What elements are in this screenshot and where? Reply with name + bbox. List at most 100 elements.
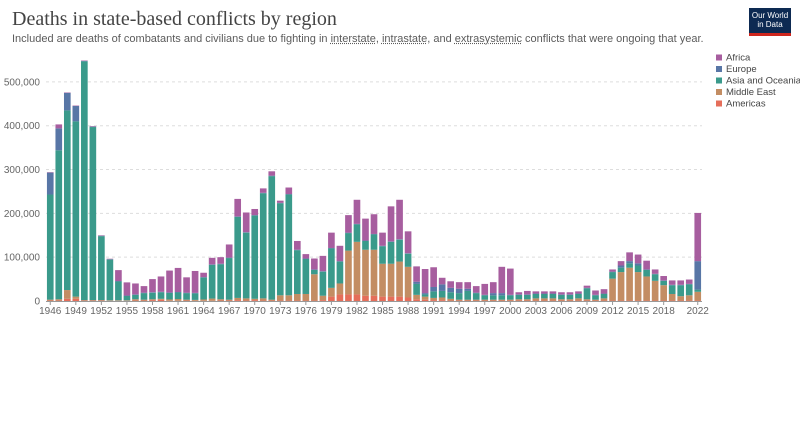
subtitle-text-3: , and [427,33,455,45]
bar-segment [660,280,667,286]
bar-segment [353,224,361,242]
bar-segment [472,299,480,301]
bar-segment [200,272,207,278]
bar-segment [566,292,574,295]
bar-segment [481,299,489,301]
bar-segment [362,249,369,296]
bar-segment [276,203,284,296]
bar-segment [413,281,420,284]
bar-segment [685,295,693,301]
x-tick-label: 2009 [576,306,599,317]
bar-segment [72,106,80,122]
bar-segment [183,277,190,293]
bar-segment [626,252,633,262]
bar-segment [285,194,293,296]
x-tick-label: 1961 [167,306,190,317]
bar-segment [677,285,685,297]
bar-segment [694,291,702,301]
bar-segment [234,216,242,298]
bar-segment [183,299,190,301]
interstate-link[interactable]: interstate [330,33,376,45]
bar-segment [583,288,591,300]
x-tick-label: 1958 [141,306,164,317]
bar-segment [259,193,267,299]
bar-segment [404,231,412,254]
bar-segment [617,267,625,273]
bar-segment [225,244,233,258]
chart-subtitle: Included are deaths of combatants and ci… [12,33,712,45]
subtitle-text-4: conflicts that were ongoing that year. [522,33,704,45]
bar-segment [328,232,335,248]
bar-segment [668,285,676,294]
legend-label: Middle East [726,87,776,98]
bar-segment [362,240,369,250]
bar-segment [276,295,284,301]
bar-segment [532,298,540,301]
bar-segment [362,218,369,241]
bar-segment [421,299,429,301]
bar-segment [455,293,463,300]
bar-segment [626,261,633,264]
bar-segment [294,250,301,294]
bar-segment [430,286,437,292]
bar-segment [379,246,386,264]
bar-segment [651,274,659,281]
bar-segment [566,294,574,300]
owid-logo[interactable]: Our World in Data [749,8,791,36]
chart-title: Deaths in state-based conflicts by regio… [12,8,337,30]
bar-segment [370,249,378,296]
bar-segment [498,299,506,301]
bar-segment [174,292,182,300]
bar-segment [549,291,557,294]
bar-segment [234,198,242,217]
bar-segment [345,294,352,301]
bar-segment [63,298,71,301]
bar-segment [498,266,506,294]
legend-swatch [716,77,722,84]
intrastate-link[interactable]: intrastate [381,33,428,45]
bar-segment [506,295,514,300]
x-tick-label: 1973 [269,306,292,317]
bar-segment [251,215,259,299]
bar-segment [191,293,199,300]
bar-segment [362,295,369,301]
bar-segment [549,293,557,299]
legend-swatch [716,100,722,107]
x-tick-label: 2015 [627,306,650,317]
bar-segment [251,298,259,301]
bar-segment [251,208,259,216]
bar-segment [81,61,88,301]
bar-segment [72,296,80,299]
bar-segment [455,282,463,289]
bar-segment [268,299,276,301]
bar-segment [276,200,284,203]
bar-segment [396,296,403,301]
x-tick-label: 1964 [192,306,215,317]
bar-segment [379,296,386,301]
bar-segment [132,283,139,295]
bar-segment [387,241,395,264]
bar-segment [319,295,327,301]
extrasystemic-link[interactable]: extrasystemic [454,33,522,45]
bar-segment [592,290,599,295]
bar-segment [489,299,497,301]
bar-segment [634,254,642,264]
x-tick-label: 1985 [371,306,394,317]
bar-segment [72,298,80,301]
bar-segment [328,248,335,288]
bar-segment [63,92,71,111]
bar-segment [311,269,318,275]
bar-segment [455,299,463,301]
bar-segment [464,299,472,301]
bar-segment [404,253,412,267]
bar-segment [660,285,667,301]
bar-segment [63,290,71,299]
bar-segment [319,255,327,272]
bar-segment [430,297,437,301]
bar-segment [685,279,693,284]
bar-segment [532,293,540,299]
bar-segment [106,259,114,301]
bar-segment [370,295,378,301]
bar-segment [515,294,523,300]
x-tick-label: 1970 [244,306,267,317]
